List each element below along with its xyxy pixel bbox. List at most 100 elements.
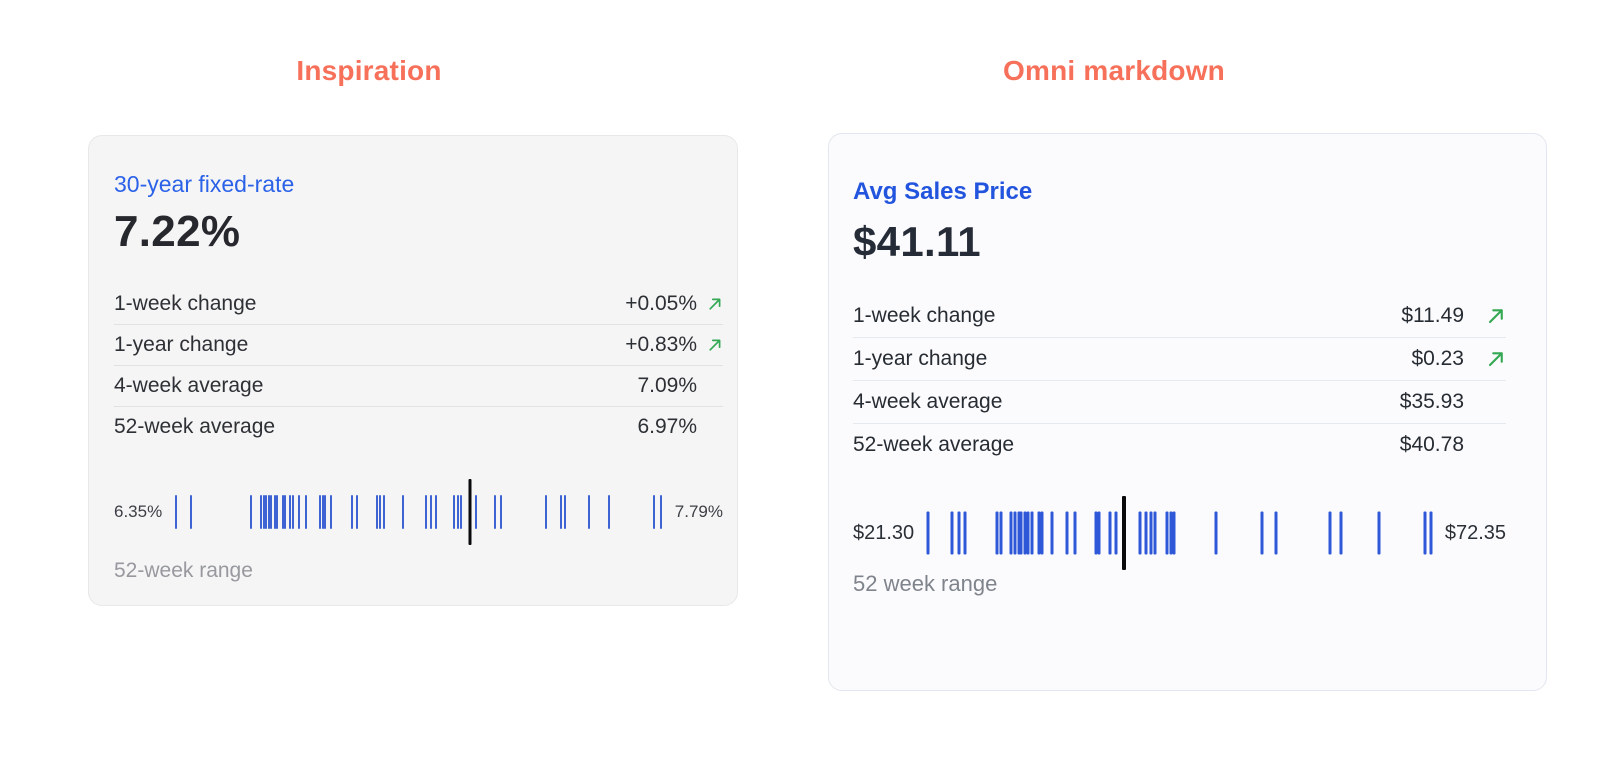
stat-value-group: 6.97% xyxy=(637,415,723,439)
stat-value: $35.93 xyxy=(1399,390,1464,414)
stat-label: 1-year change xyxy=(853,347,988,371)
stat-value: $11.49 xyxy=(1401,304,1464,328)
range-tick xyxy=(544,495,547,530)
arrow-slot-empty xyxy=(707,378,723,394)
card-value: 7.22% xyxy=(114,206,241,256)
range-tick xyxy=(401,495,404,530)
stat-value-group: $11.49 xyxy=(1401,304,1506,328)
arrow-slot-empty xyxy=(1486,392,1506,412)
stat-value: $0.23 xyxy=(1411,347,1464,371)
range-tick xyxy=(1339,511,1343,555)
column-heading-inspiration: Inspiration xyxy=(296,55,442,86)
stat-label: 4-week average xyxy=(853,390,1003,414)
stat-value-group: +0.83% xyxy=(625,333,723,357)
range-tick xyxy=(460,495,463,530)
arrow-slot-empty xyxy=(707,419,723,435)
range-track xyxy=(926,496,1433,571)
range-tick xyxy=(322,495,325,530)
trend-up-icon xyxy=(707,337,723,353)
range-tick xyxy=(292,495,295,530)
range-tick xyxy=(563,495,566,530)
stat-label: 52-week average xyxy=(114,415,276,439)
range-tick xyxy=(1050,511,1054,555)
range-tick xyxy=(1423,511,1427,555)
current-value-marker xyxy=(468,479,472,546)
range-tick xyxy=(926,511,930,555)
range-tick xyxy=(264,495,267,530)
stat-row: 1-week change $11.49 xyxy=(853,295,1506,339)
range-tick xyxy=(259,495,262,530)
stat-row: 52-week average $40.78 xyxy=(853,424,1506,466)
range-tick xyxy=(1030,511,1034,555)
range-tick xyxy=(659,495,662,530)
range-tick xyxy=(1026,511,1030,555)
range-tick xyxy=(560,495,563,530)
range-tick xyxy=(250,495,253,530)
range-tick xyxy=(1260,511,1264,555)
range-tick xyxy=(1108,511,1112,555)
range-tick xyxy=(270,495,273,530)
stat-label: 1-week change xyxy=(114,292,257,316)
range-tick xyxy=(276,495,279,530)
range-min-label: $21.30 xyxy=(853,521,915,544)
range-tick xyxy=(318,495,321,530)
range-tick xyxy=(375,495,378,530)
range-tick xyxy=(429,495,432,530)
stat-value-group: $0.23 xyxy=(1411,347,1506,371)
range-tick xyxy=(425,495,428,530)
range-tick xyxy=(1144,511,1148,555)
stat-row: 1-year change $0.23 xyxy=(853,338,1506,382)
range-tick xyxy=(323,495,326,530)
range-tick xyxy=(273,495,276,530)
range-tick xyxy=(330,495,333,530)
trend-up-icon xyxy=(1486,306,1506,326)
trend-up-icon xyxy=(1486,349,1506,369)
range-tick xyxy=(457,495,460,530)
stat-card: Avg Sales Price $41.11 1-week change $11.… xyxy=(828,133,1547,691)
stat-label: 1-year change xyxy=(114,333,249,357)
range-tick xyxy=(434,495,437,530)
range-tick xyxy=(452,495,455,530)
range-tick xyxy=(1172,511,1176,555)
current-value-marker xyxy=(1121,496,1126,571)
range-tick xyxy=(378,495,381,530)
range-tick xyxy=(190,495,193,530)
range-tick xyxy=(588,495,591,530)
range-tick xyxy=(305,495,308,530)
range-tick xyxy=(1097,511,1101,555)
range-tick xyxy=(1019,511,1023,555)
range-tick xyxy=(999,511,1003,555)
range-tick xyxy=(1017,511,1021,555)
column-heading-omni-markdown: Omni markdown xyxy=(1003,55,1225,86)
range-tick xyxy=(297,495,300,530)
stat-value: $40.78 xyxy=(1399,433,1464,457)
trend-up-icon xyxy=(707,296,723,312)
range-tick xyxy=(957,511,961,555)
card-value: $41.11 xyxy=(853,217,981,265)
stat-label: 52-week average xyxy=(853,433,1015,457)
range-caption: 52-week range xyxy=(114,559,253,583)
range-tick xyxy=(283,495,286,530)
stat-value: +0.05% xyxy=(625,292,697,316)
range-max-label: 7.79% xyxy=(674,502,723,522)
range-tick xyxy=(1013,511,1017,555)
stat-value: 7.09% xyxy=(637,374,697,398)
range-strip: $21.30 $72.35 xyxy=(853,496,1506,571)
range-tick xyxy=(383,495,386,530)
range-caption: 52 week range xyxy=(853,571,998,597)
stat-value-group: $40.78 xyxy=(1400,433,1506,457)
range-tick xyxy=(1023,511,1027,555)
range-tick xyxy=(175,495,178,530)
stat-row: 1-week change +0.05% xyxy=(114,284,723,326)
range-tick xyxy=(1094,511,1098,555)
stat-value: 6.97% xyxy=(637,415,697,439)
range-tick xyxy=(950,511,954,555)
stat-label: 1-week change xyxy=(853,304,996,328)
range-tick xyxy=(995,511,999,555)
range-tick xyxy=(1037,511,1041,555)
range-tick xyxy=(1009,511,1013,555)
range-tick xyxy=(1165,511,1169,555)
range-tick xyxy=(1149,511,1153,555)
range-tick xyxy=(652,495,655,530)
